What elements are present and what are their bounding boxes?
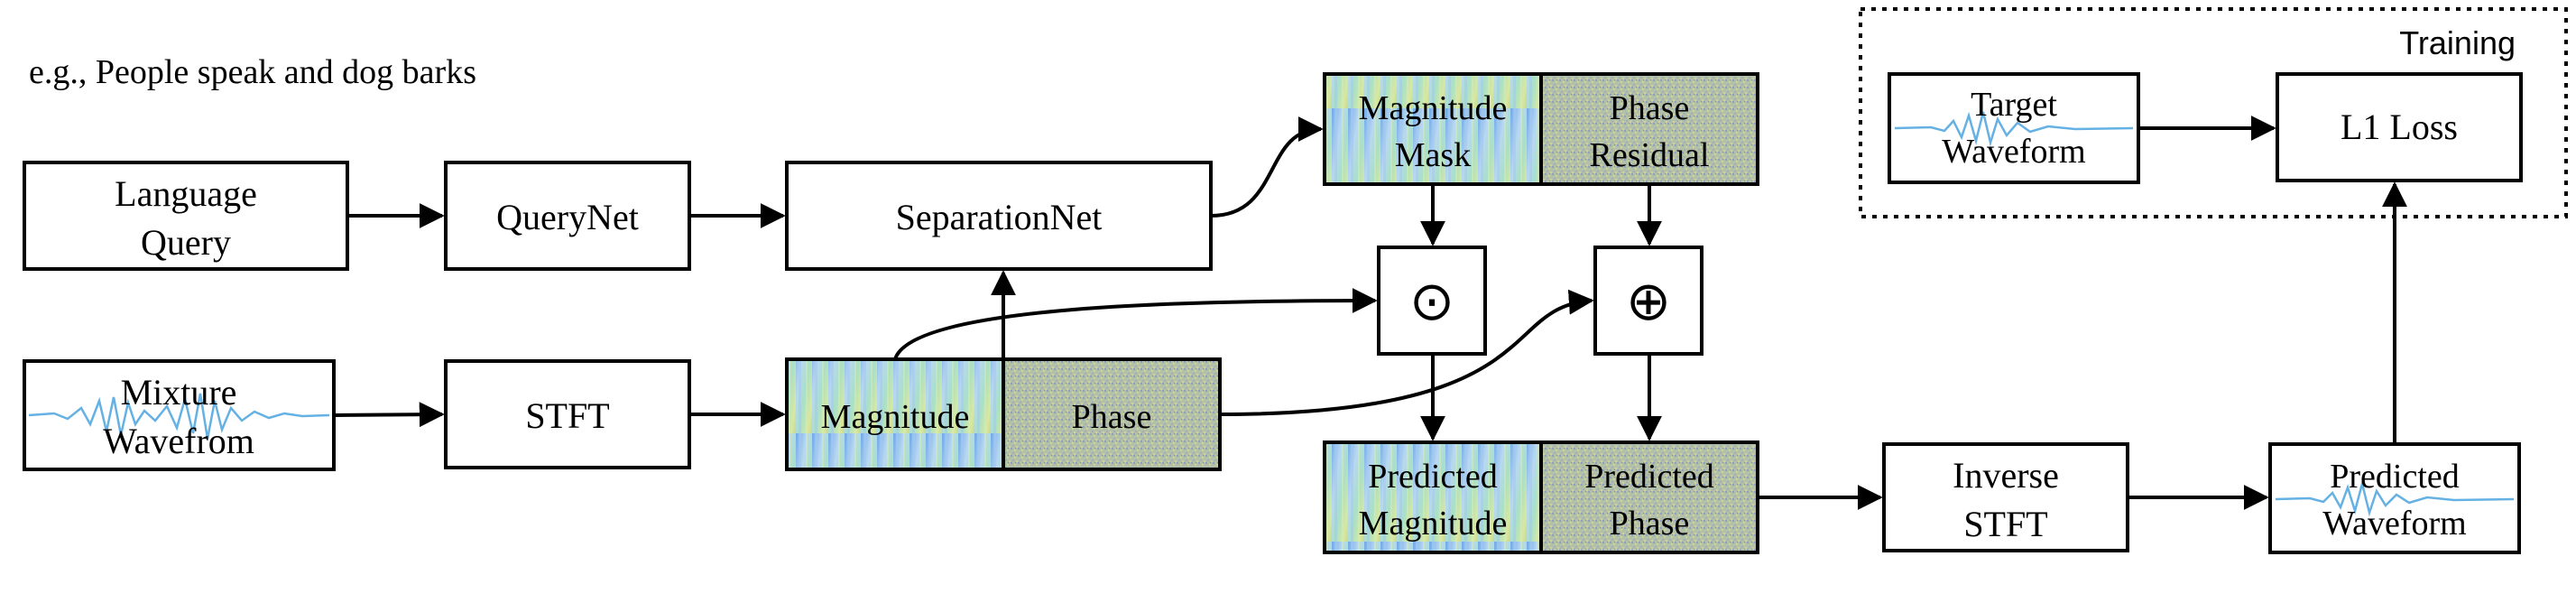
language-query-block: Language Query [23,161,349,271]
istft-label-2: STFT [1963,504,2047,544]
residual-label-1: Phase [1610,89,1690,127]
stft-label: STFT [525,395,609,436]
multiply-symbol: ⊙ [1409,271,1454,331]
multiply-operator: ⊙ [1377,246,1487,356]
pred-mag-label-2: Magnitude [1359,505,1508,542]
add-operator: ⊕ [1593,246,1703,356]
predicted-phase [1539,440,1759,554]
pred-phase-label-1: Predicted [1584,458,1714,496]
inverse-stft-block: Inverse STFT [1882,442,2129,552]
separationnet-label: SeparationNet [896,197,1103,237]
mixture-label-1: Mixture [121,372,237,413]
arrow-phase-to-add [1219,289,1594,416]
magnitude-label: Magnitude [821,398,970,436]
predicted-waveform-block: Predicted Waveform [2268,442,2521,554]
l1-loss-block: L1 Loss [2276,72,2523,182]
magnitude-spectrogram [785,357,1005,471]
pred-mag-label-1: Predicted [1368,458,1498,496]
predicted-spectrogram-block: Predicted Magnitude Predicted Phase [1323,440,1759,554]
connectors [333,116,2407,510]
arrow-mixture-to-stft [333,402,445,428]
mask-label-2: Mask [1395,136,1471,174]
arrow-magnitude-to-multiply [893,288,1378,360]
mask-residual-block: Magnitude Mask Phase Residual [1323,72,1759,186]
mixture-waveform-block: Mixture Wavefrom [23,359,336,471]
add-symbol: ⊕ [1626,271,1671,331]
phase-label: Phase [1072,398,1152,436]
target-label-1: Target [1971,86,2057,124]
target-waveform-block: Target Waveform [1888,72,2140,184]
training-region [1859,7,2568,218]
pred-wave-label-2: Waveform [2322,505,2466,542]
phase-spectrogram [1002,357,1222,471]
example-text: e.g., People speak and dog barks [29,53,476,91]
mixture-waveform-signal [28,393,330,440]
magnitude-mask [1323,72,1543,186]
separationnet-block: SeparationNet [785,161,1213,271]
phase-residual [1539,72,1759,186]
pred-phase-label-2: Phase [1610,505,1690,542]
spectrogram-block: Magnitude Phase [785,357,1222,471]
mask-label-1: Magnitude [1359,89,1508,127]
target-label-2: Waveform [1942,133,2085,171]
predicted-magnitude [1323,440,1543,554]
mixture-label-2: Wavefrom [103,421,254,461]
arrow-separationnet-to-mask [1210,116,1324,218]
residual-label-2: Residual [1590,136,1710,174]
querynet-label: QueryNet [496,197,639,237]
querynet-block: QueryNet [444,161,691,271]
predicted-waveform-signal [2275,479,2515,517]
target-waveform-signal [1894,111,2134,147]
pred-wave-label-1: Predicted [2330,458,2460,496]
language-query-label-1: Language [115,173,257,214]
l1-loss-label: L1 Loss [2341,107,2458,147]
training-label: Training [2399,24,2516,61]
stft-block: STFT [444,359,691,469]
language-query-label-2: Query [141,222,231,263]
istft-label-1: Inverse [1953,455,2059,496]
